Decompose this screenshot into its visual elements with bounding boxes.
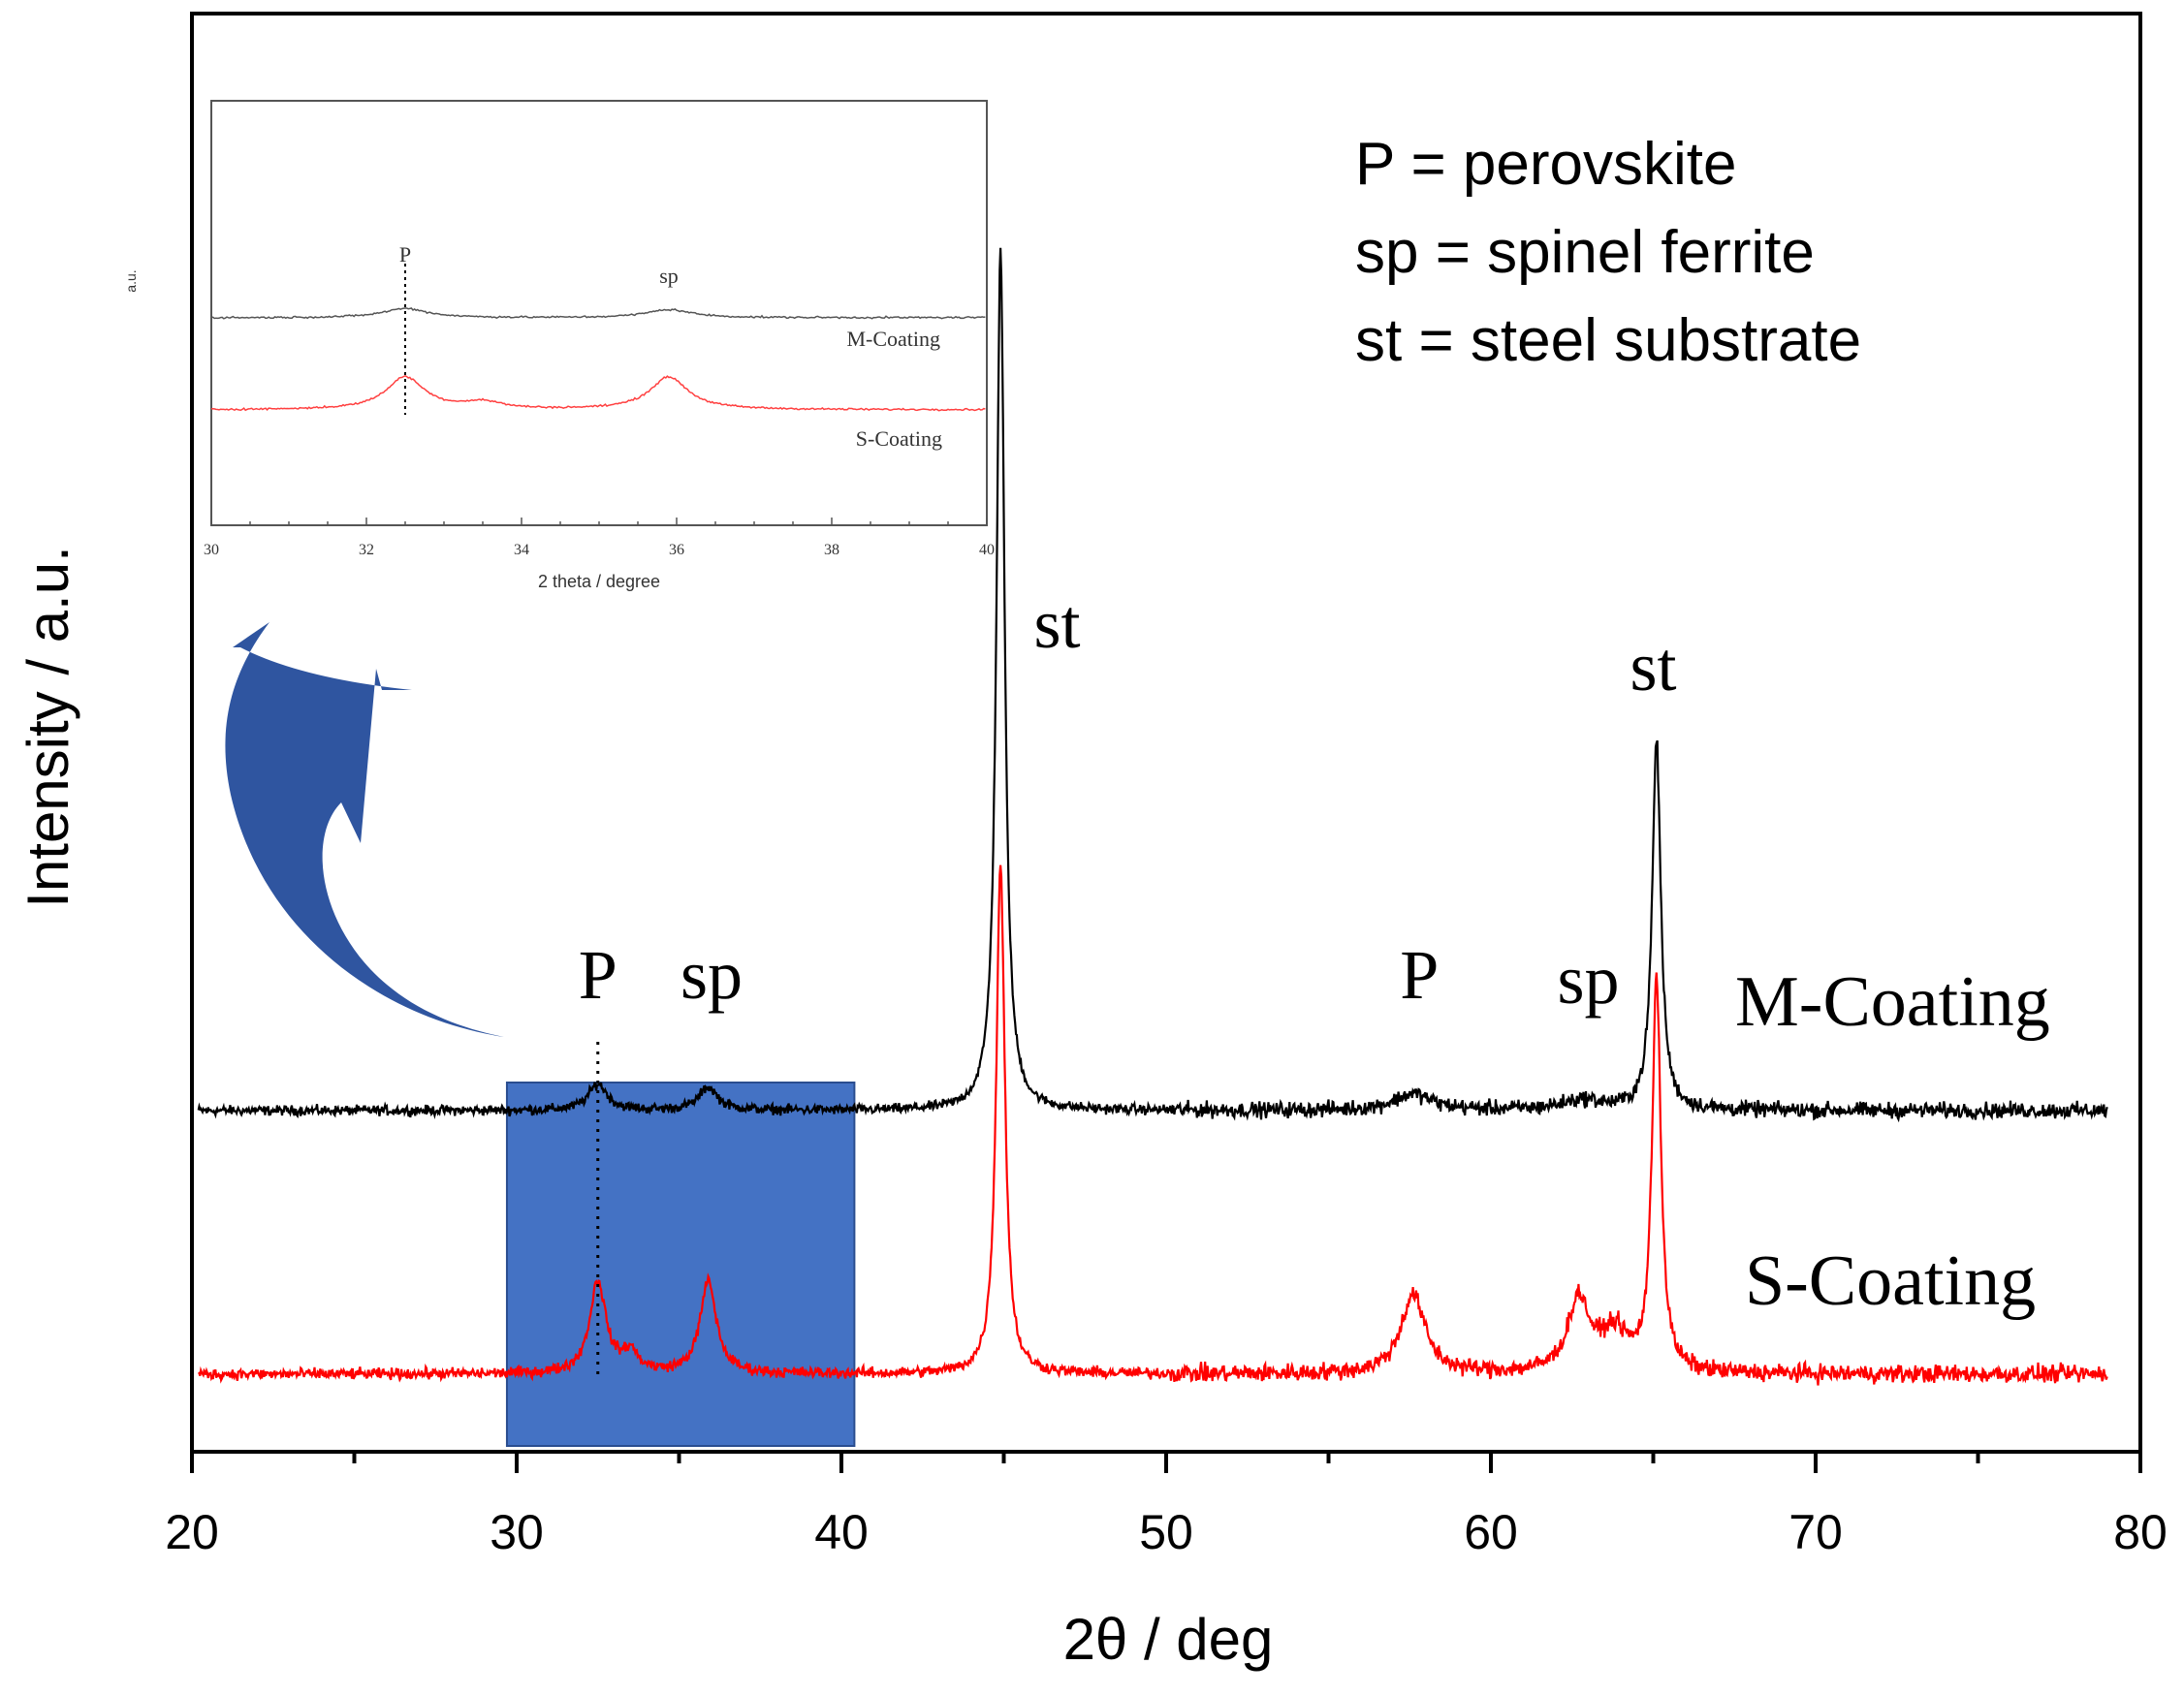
x-tick-label: 70 [1788, 1505, 1843, 1559]
x-axis-ticks [190, 1452, 2142, 1473]
inset-x-tick-label: 36 [669, 542, 684, 558]
inset-frame [210, 100, 988, 526]
peak-label-p: P [579, 936, 617, 1014]
curved-arrow-icon [225, 622, 504, 1037]
inset-trace-s-coating [210, 374, 986, 412]
inset-plot: 30 32 34 36 38 40 2 theta / degree a.u. … [123, 100, 995, 591]
x-tick-label: 30 [490, 1505, 544, 1559]
inset-x-tick-label: 34 [514, 542, 529, 558]
inset-x-tick-label: 38 [824, 542, 839, 558]
inset-trace-group [210, 307, 986, 412]
x-axis-title: 2θ / deg [1063, 1607, 1274, 1672]
trace-s-coating [197, 864, 2108, 1386]
x-tick-label: 60 [1464, 1505, 1518, 1559]
inset-x-tick-label: 32 [359, 542, 374, 558]
x-tick-label: 40 [814, 1505, 869, 1559]
x-tick-label: 20 [165, 1505, 219, 1559]
inset-peak-label-p: P [399, 242, 411, 267]
trace-group [197, 247, 2108, 1386]
x-tick-label: 80 [2113, 1505, 2168, 1559]
series-label-m-coating: M-Coating [1735, 962, 2050, 1042]
peak-label-st: st [1033, 585, 1080, 663]
legend-line-spinel: sp = spinel ferrite [1355, 219, 1815, 286]
peak-label-st: st [1630, 628, 1676, 706]
series-label-s-coating: S-Coating [1745, 1241, 2036, 1321]
peak-label-p: P [1400, 936, 1439, 1014]
legend-line-steel: st = steel substrate [1355, 307, 1861, 374]
inset-x-tick-label: 40 [979, 542, 995, 558]
inset-peak-label-sp: sp [659, 264, 679, 288]
peak-label-sp: sp [681, 936, 743, 1014]
highlight-region [505, 1082, 856, 1447]
y-axis-title: Intensity / a.u. [16, 546, 80, 908]
x-tick-label: 50 [1139, 1505, 1193, 1559]
inset-series-label-s: S-Coating [856, 426, 942, 451]
peak-label-sp: sp [1557, 941, 1619, 1019]
inset-x-axis-title: 2 theta / degree [538, 572, 660, 591]
inset-trace-m-coating [210, 307, 986, 320]
inset-x-ticks [210, 518, 988, 525]
inset-x-tick-label: 30 [204, 542, 219, 558]
legend-line-perovskite: P = perovskite [1355, 131, 1736, 198]
inset-y-axis-title: a.u. [123, 269, 139, 292]
inset-series-label-m: M-Coating [846, 327, 940, 351]
trace-m-coating [197, 247, 2108, 1123]
